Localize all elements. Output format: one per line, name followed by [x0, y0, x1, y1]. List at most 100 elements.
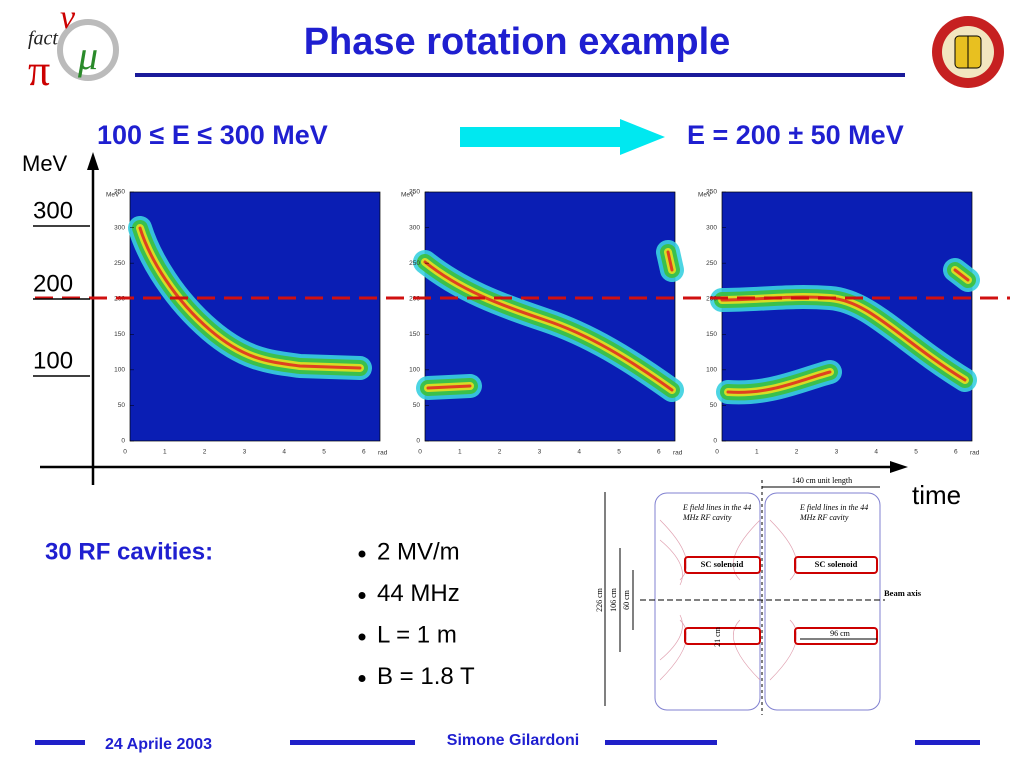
bullet [358, 675, 366, 682]
dim-label: 106 cm [609, 587, 618, 612]
plot-y-tick: 300 [114, 224, 125, 231]
density-band [426, 384, 472, 390]
axis-tick-label: 200 [33, 270, 73, 297]
cavity-spec: 2 MV/m [377, 538, 460, 565]
axis-tick-label: 300 [33, 197, 73, 224]
plot-y-tick: 50 [118, 402, 126, 409]
footer-rules [35, 740, 980, 745]
plot-x-tick: 3 [538, 449, 542, 456]
field-note-text: E field lines in the 44 MHz RF cavity [800, 503, 869, 522]
plot-y-tick: 300 [409, 224, 420, 231]
dim-label: 226 cm [595, 587, 604, 612]
plot-x-tick: 1 [458, 449, 462, 456]
density-band [423, 260, 674, 392]
plot-y-tick: 0 [713, 438, 717, 445]
cavity-spec: L = 1 m [377, 621, 457, 648]
plot-x-tick: 0 [123, 449, 127, 456]
plot-y-tick: 350 [706, 189, 717, 196]
title: Phase rotation example [304, 21, 731, 63]
plot-y-tick: 100 [114, 367, 125, 374]
plot-x-tick: 2 [498, 449, 502, 456]
plot-x-tick: 1 [755, 449, 759, 456]
plot-y-tick: 350 [409, 189, 420, 196]
plot-x-tick: 3 [243, 449, 247, 456]
plot-y-tick: 50 [710, 402, 718, 409]
plot-x-tick: 1 [163, 449, 167, 456]
cavity-spec: 44 MHz [377, 580, 460, 607]
plot-x-tick: 4 [577, 449, 581, 456]
y-label: MeV [22, 151, 68, 176]
logo-symbol: μ [77, 33, 98, 78]
bullet [358, 592, 366, 599]
plot-x-tick: 5 [322, 449, 326, 456]
plot-x-tick: 0 [715, 449, 719, 456]
plot-y-tick: 100 [706, 367, 717, 374]
width-label: 96 cm [830, 629, 851, 638]
density-band [953, 268, 970, 282]
x-label: time [912, 480, 961, 510]
plot-y-tick: 250 [706, 260, 717, 267]
plot-y-tick: 350 [114, 189, 125, 196]
plot-y-tick: 300 [706, 224, 717, 231]
x-arrow [890, 461, 908, 473]
plot-x-tick: 2 [795, 449, 799, 456]
plot-x-tick: 5 [617, 449, 621, 456]
plot-x-tick: 6 [657, 449, 661, 456]
plot-x-unit: rad [970, 450, 980, 457]
density-band [138, 226, 362, 370]
plot-y-tick: 100 [409, 367, 420, 374]
cavity-spec: B = 1.8 T [377, 663, 475, 690]
plot-y-tick: 0 [121, 438, 125, 445]
plot-y-tick: 0 [416, 438, 420, 445]
y-arrow [87, 152, 99, 170]
logo-symbol: π [28, 46, 50, 95]
plot-y-unit: MeV [106, 192, 120, 199]
plot-y-tick: 150 [706, 331, 717, 338]
density-band [666, 250, 674, 272]
cavities-label: 30 RF cavities: [45, 538, 213, 565]
plot-x-tick: 6 [362, 449, 366, 456]
plot-x-tick: 4 [282, 449, 286, 456]
plot-y-tick: 150 [114, 331, 125, 338]
dim-label: 60 cm [622, 589, 631, 610]
plot-x-tick: 6 [954, 449, 958, 456]
plot-y-tick: 250 [409, 260, 420, 267]
logo-text: fact [28, 28, 58, 50]
solenoid-label: SC solenoid [701, 559, 744, 569]
plot-x-tick: 5 [914, 449, 918, 456]
plot-x-tick: 4 [874, 449, 878, 456]
plot-x-tick: 0 [418, 449, 422, 456]
field-note: E field lines in the 44 MHz RF cavity [800, 503, 869, 522]
plot-area [721, 191, 973, 442]
beam-axis-text: Beam axis [884, 588, 922, 598]
logo: fact ν π μ [28, 0, 119, 95]
energy-before: 100 ≤ E ≤ 300 MeV [97, 120, 328, 150]
beam-axis: Beam axis [884, 588, 922, 598]
plot-x-tick: 3 [835, 449, 839, 456]
solenoid-label: SC solenoid [815, 559, 858, 569]
arrow [460, 119, 665, 155]
bullet [358, 633, 366, 641]
cavity-diagram [604, 480, 885, 715]
gap-label: 21 cm [713, 626, 722, 647]
plot-y-tick: 250 [114, 260, 125, 267]
bullet [358, 550, 366, 558]
footer-author: Simone Gilardoni [447, 732, 579, 749]
unit-length: 140 cm unit length [792, 476, 852, 485]
plot-x-tick: 2 [203, 449, 207, 456]
axis-tick-label: 100 [33, 347, 73, 374]
plot-x-unit: rad [673, 450, 683, 457]
density-band [726, 370, 832, 394]
energy-after: E = 200 ± 50 MeV [687, 120, 904, 150]
seal [932, 16, 1004, 88]
field-note-text: E field lines in the 44 MHz RF cavity [683, 503, 752, 522]
plot-area [129, 191, 381, 442]
plot-y-unit: MeV [698, 192, 712, 199]
plot-y-tick: 50 [413, 402, 421, 409]
plot-y-unit: MeV [401, 192, 415, 199]
logo-symbol: ν [60, 0, 76, 36]
footer-date: 24 Aprile 2003 [105, 736, 212, 753]
field-note: E field lines in the 44 MHz RF cavity [683, 503, 752, 522]
plot-x-unit: rad [378, 450, 388, 457]
